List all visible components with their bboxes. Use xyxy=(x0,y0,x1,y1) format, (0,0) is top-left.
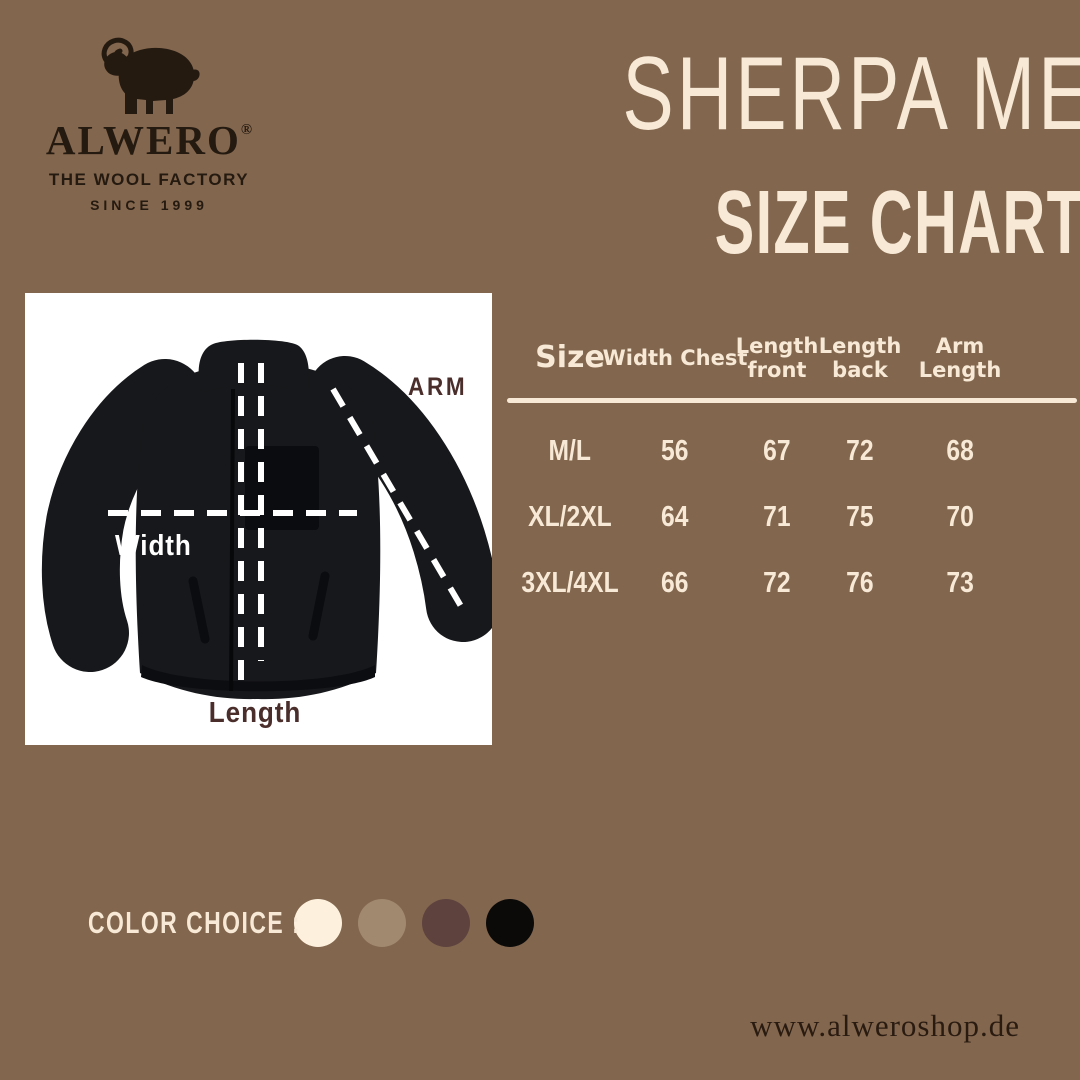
table-cell: M/L xyxy=(548,434,592,467)
swatch-brown[interactable] xyxy=(422,899,470,947)
table-cell: 73 xyxy=(946,566,974,599)
length-label: Length xyxy=(208,697,302,729)
table-cell: 72 xyxy=(763,566,791,599)
column-header: Size xyxy=(535,339,605,375)
registered-mark: ® xyxy=(240,122,253,138)
color-choice: COLOR CHOICE : xyxy=(88,899,534,947)
swatch-black[interactable] xyxy=(486,899,534,947)
jacket-pocket-slit-right xyxy=(308,571,330,641)
swatch-tan[interactable] xyxy=(358,899,406,947)
table-cell: 72 xyxy=(846,434,874,467)
table-cell: 56 xyxy=(661,434,689,467)
jacket-left-sleeve xyxy=(41,359,204,672)
jacket-collar xyxy=(198,339,309,395)
ram-icon xyxy=(101,37,200,114)
product-photo: ARM Width Length xyxy=(25,293,492,745)
jacket-zipper xyxy=(229,388,235,692)
column-header: Length back xyxy=(818,333,902,382)
table-cell: 71 xyxy=(763,500,791,533)
column-width-chest: Width Chest 56 64 66 xyxy=(603,318,748,616)
jacket-hem xyxy=(141,665,375,692)
color-choice-label: COLOR CHOICE : xyxy=(88,905,302,940)
table-cell: 68 xyxy=(946,434,974,467)
table-cell: 3XL/4XL xyxy=(521,566,619,599)
table-cell: 70 xyxy=(946,500,974,533)
table-cell: XL/2XL xyxy=(528,500,612,533)
arm-measure-line xyxy=(330,387,468,615)
column-length-back: Length back 72 75 76 xyxy=(819,318,902,616)
brand-name: ALWERO® xyxy=(45,117,253,163)
column-header: Arm Length xyxy=(918,333,1002,382)
column-header: Width Chest xyxy=(602,345,748,370)
table-cell: 66 xyxy=(661,566,689,599)
brand-logo: ALWERO® THE WOOL FACTORY SINCE 1999 xyxy=(38,30,260,213)
column-size: Size M/L XL/2XL 3XL/4XL xyxy=(513,318,627,616)
table-cell: 64 xyxy=(661,500,689,533)
column-header: Length front xyxy=(735,333,819,382)
arm-label: ARM xyxy=(408,373,468,401)
title-size-chart: SIZE CHART xyxy=(714,173,1080,273)
swatch-cream[interactable] xyxy=(294,899,342,947)
size-table: Size M/L XL/2XL 3XL/4XL Width Chest 56 6… xyxy=(505,318,1078,618)
jacket-image xyxy=(41,339,492,700)
title-product: SHERPA MEN xyxy=(622,36,1080,152)
column-arm-length: Arm Length 68 70 73 xyxy=(901,318,1019,616)
jacket-right-sleeve xyxy=(308,356,492,642)
width-label: Width xyxy=(115,530,192,562)
column-length-front: Length front 67 71 72 xyxy=(736,318,819,616)
table-cell: 75 xyxy=(846,500,874,533)
jacket-chest-pocket xyxy=(245,446,319,530)
brand-tagline: THE WOOL FACTORY xyxy=(48,170,250,189)
website-link[interactable]: www.alweroshop.de xyxy=(750,1008,1020,1043)
page-title: SHERPA MEN SIZE CHART xyxy=(560,36,1080,273)
jacket-pocket-slit-left xyxy=(188,576,210,644)
table-header-rule xyxy=(507,398,1077,403)
table-cell: 67 xyxy=(763,434,791,467)
color-swatches xyxy=(294,899,534,947)
table-cell: 76 xyxy=(846,566,874,599)
brand-since: SINCE 1999 xyxy=(90,197,208,213)
